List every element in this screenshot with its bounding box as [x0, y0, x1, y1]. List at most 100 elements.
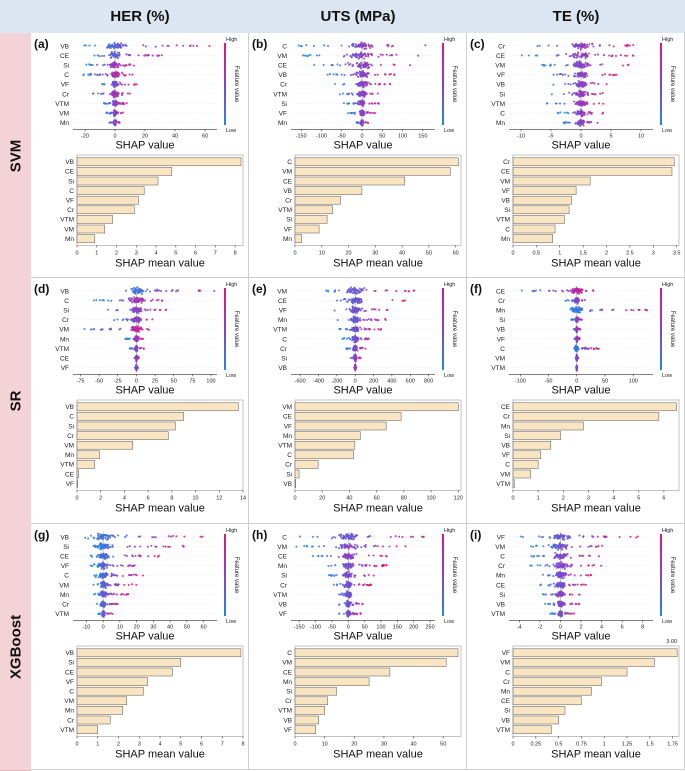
shap-point: [128, 584, 130, 586]
colorbar-low-label: Low: [226, 373, 236, 379]
shap-point: [581, 73, 583, 75]
feature-label: Si: [63, 544, 69, 551]
shap-point: [83, 328, 85, 330]
feature-label: VTM: [491, 365, 505, 372]
shap-point: [359, 326, 361, 328]
shap-point: [584, 82, 586, 84]
shap-point: [110, 593, 112, 595]
bar: [295, 177, 405, 185]
bar: [513, 225, 555, 233]
x-tick-label: 6: [147, 495, 150, 501]
shap-point: [568, 299, 570, 301]
shap-point: [128, 63, 130, 65]
shap-point: [87, 538, 89, 540]
shap-point: [112, 603, 114, 605]
shap-point: [536, 45, 538, 47]
shap-point: [103, 568, 105, 570]
shap-point: [535, 54, 537, 56]
bar: [77, 649, 241, 657]
bar: [77, 158, 241, 166]
shap-point: [597, 54, 599, 56]
shap-point: [368, 318, 370, 320]
shap-point: [580, 48, 582, 50]
x-tick-label: 12: [216, 495, 222, 501]
x-tick-label: 10: [193, 495, 199, 501]
feature-label: CE: [278, 298, 288, 305]
shap-point: [111, 544, 113, 546]
bar-category-label: VF: [66, 679, 74, 686]
feature-label: CE: [60, 554, 70, 561]
shap-point: [356, 293, 358, 295]
shap-point: [602, 103, 604, 105]
shap-point: [111, 64, 113, 66]
shap-point: [521, 290, 523, 292]
x-tick-label: 0: [293, 495, 296, 501]
bar-category-label: VM: [64, 226, 74, 233]
shap-point: [609, 74, 611, 76]
shap-point: [354, 328, 356, 330]
shap-point: [110, 300, 112, 302]
bar-category-label: VB: [283, 188, 292, 195]
bar: [77, 412, 184, 420]
shap-point: [576, 288, 578, 290]
shap-point: [150, 545, 152, 547]
shap-point: [581, 93, 583, 95]
colorbar-low-label: Low: [662, 128, 672, 134]
shap-point: [91, 556, 93, 558]
shap-point: [584, 57, 586, 59]
shap-point: [362, 93, 364, 95]
x-tick-label: 6: [194, 250, 197, 256]
panel-label: (c): [470, 37, 485, 51]
shap-point: [362, 63, 364, 65]
shap-point: [604, 73, 606, 75]
shap-point: [124, 554, 126, 556]
shap-point: [343, 74, 345, 76]
feature-label: VB: [60, 534, 69, 541]
feature-label: VM: [59, 582, 69, 589]
shap-point: [355, 318, 357, 320]
shap-point: [581, 67, 583, 69]
shap-point: [351, 339, 353, 341]
shap-point: [573, 75, 575, 77]
shap-point: [136, 346, 138, 348]
shap-point: [337, 319, 339, 321]
shap-point: [344, 63, 346, 65]
feature-label: Mn: [60, 592, 69, 599]
shap-point: [361, 101, 363, 103]
shap-point: [374, 102, 376, 104]
shap-point: [168, 535, 170, 537]
shap-point: [587, 347, 589, 349]
shap-point: [563, 103, 565, 105]
shap-point: [100, 546, 102, 548]
shap-point: [364, 93, 366, 95]
shap-point: [598, 102, 600, 104]
colorbar-title: Feature value: [233, 66, 239, 103]
shap-point: [130, 329, 132, 331]
shap-point: [349, 63, 351, 65]
x-tick-label: 5: [174, 250, 177, 256]
shap-point: [133, 296, 135, 298]
shap-point: [395, 54, 397, 56]
shap-point: [138, 555, 140, 557]
x-axis-title: SHAP value: [115, 139, 174, 151]
shap-point: [361, 121, 363, 123]
feature-label: C: [282, 336, 287, 343]
x-tick-label: 30: [372, 250, 378, 256]
shap-point: [136, 339, 138, 341]
shap-point: [572, 83, 574, 85]
colorbar-high-label: High: [226, 528, 237, 534]
shap-point: [573, 310, 575, 312]
shap-point: [531, 290, 533, 292]
shap-point: [572, 53, 574, 55]
shap-point: [599, 64, 601, 66]
shap-point: [360, 42, 362, 44]
row-header-label: SR: [7, 391, 24, 412]
shap-point: [586, 113, 588, 115]
shap-point: [103, 592, 105, 594]
bar: [295, 460, 318, 468]
shap-point: [115, 83, 117, 85]
shap-point: [146, 318, 148, 320]
